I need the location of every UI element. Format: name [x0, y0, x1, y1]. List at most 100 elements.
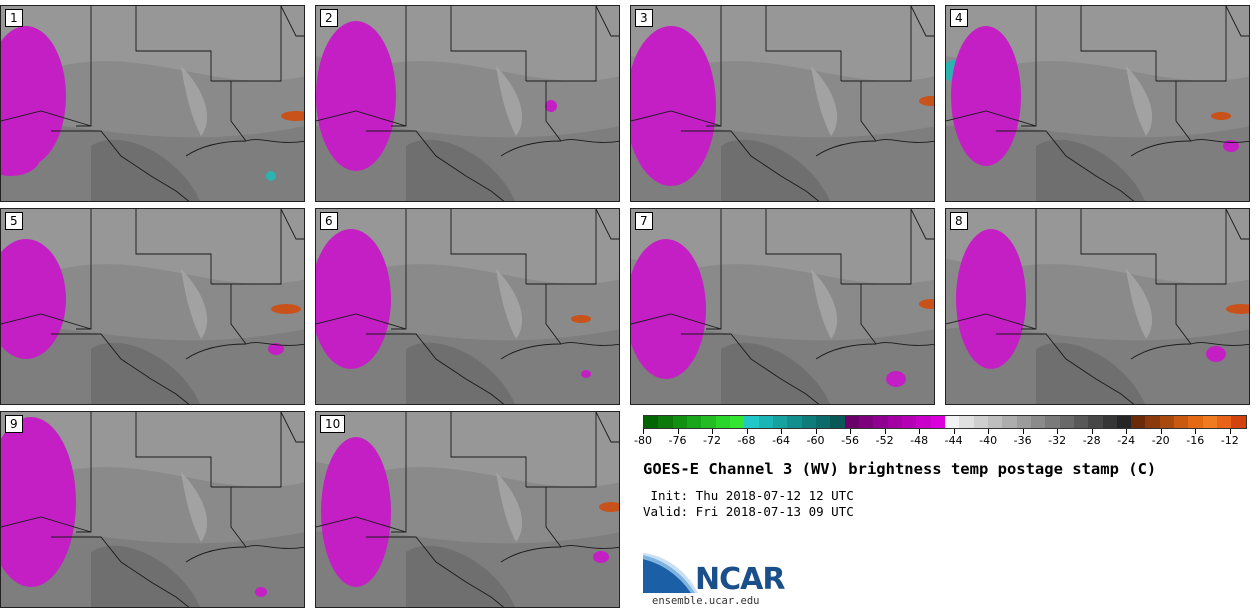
- colorbar-segment: [801, 416, 816, 428]
- water-vapor-map: [316, 412, 619, 607]
- moist-region: [316, 21, 396, 171]
- moist-region: [1206, 346, 1226, 362]
- border-line: [996, 333, 1135, 404]
- panel-number: 1: [5, 9, 23, 27]
- cloud-band: [1, 209, 304, 284]
- colorbar-tick: [643, 429, 644, 434]
- moist-region: [631, 239, 706, 379]
- warm-dry-region: [919, 299, 934, 309]
- colorbar-segment: [844, 416, 859, 428]
- colorbar-segment: [1059, 416, 1074, 428]
- colorbar-tick: [746, 429, 748, 434]
- cloud-band: [91, 342, 201, 404]
- colorbar-tick-label: -16: [1186, 434, 1205, 447]
- border-line: [51, 130, 190, 201]
- colorbar-segment: [1217, 416, 1232, 428]
- border-line: [500, 343, 562, 360]
- colorbar-tick-label: -56: [841, 434, 860, 447]
- moist-region: [593, 551, 609, 563]
- border-line: [526, 283, 619, 346]
- colorbar-segment: [1116, 416, 1132, 428]
- colorbar-tick: [1022, 429, 1024, 434]
- colorbar-segment: [815, 416, 831, 428]
- moist-region: [956, 229, 1026, 369]
- colorbar-tick-label: -52: [875, 434, 894, 447]
- cloud-band: [1, 412, 304, 487]
- border-line: [765, 6, 842, 81]
- cloud-band: [181, 472, 208, 542]
- panel-number: 5: [5, 212, 23, 230]
- water-vapor-map: [1, 412, 304, 607]
- colorbar-tick-label: -24: [1117, 434, 1136, 447]
- colorbar-segment: [1016, 416, 1031, 428]
- border-line: [1156, 80, 1249, 143]
- temperature-colorbar: [643, 415, 1247, 429]
- warm-dry-region: [1211, 112, 1231, 120]
- colorbar-segment: [772, 416, 788, 428]
- colorbar-tick: [815, 429, 817, 434]
- cloud-band: [1126, 269, 1153, 339]
- map-panel-5: 5: [0, 208, 305, 405]
- border-line: [366, 536, 505, 607]
- border-line: [51, 536, 190, 607]
- colorbar-segment: [672, 416, 687, 428]
- figure-title: GOES-E Channel 3 (WV) brightness temp po…: [643, 460, 1157, 478]
- border-line: [526, 486, 619, 549]
- colorbar-tick-label: -60: [806, 434, 825, 447]
- moist-region: [321, 437, 391, 587]
- colorbar-tick: [1160, 429, 1162, 434]
- border-line: [366, 130, 505, 201]
- moist-region: [631, 26, 716, 186]
- border-line: [1225, 209, 1249, 240]
- border-line: [185, 140, 247, 157]
- border-line: [500, 546, 562, 563]
- panel-number: 10: [320, 415, 346, 433]
- border-line: [135, 412, 212, 487]
- map-panel-1: 1: [0, 5, 305, 202]
- colorbar-ticks: -80 -76 -72 -68 -64 -60 -56 -52 -48 -44 -40 -36 -32 -…: [634, 429, 1247, 449]
- colorbar-tick: [919, 429, 921, 434]
- moist-region: [255, 587, 267, 597]
- panel-number: 3: [635, 9, 653, 27]
- colorbar-segment: [644, 416, 659, 428]
- cloud-band: [181, 269, 208, 339]
- border-line: [1, 516, 92, 533]
- colorbar-tick: [1091, 429, 1093, 434]
- border-line: [1130, 140, 1192, 157]
- cloud-band: [316, 209, 619, 284]
- map-panel-3: 3: [630, 5, 935, 202]
- cloud-band: [496, 269, 523, 339]
- colorbar-segment: [1159, 416, 1175, 428]
- colorbar-segment: [916, 416, 931, 428]
- colorbar-tick-label: -68: [737, 434, 756, 447]
- colorbar-segment: [658, 416, 673, 428]
- border-line: [1080, 6, 1157, 81]
- border-line: [185, 546, 247, 563]
- border-line: [541, 412, 597, 488]
- colorbar-tick: [677, 429, 679, 434]
- colorbar-segment: [1088, 416, 1103, 428]
- border-line: [316, 110, 407, 127]
- colorbar-segment: [1145, 416, 1160, 428]
- moist-region: [545, 100, 557, 112]
- warm-dry-region: [919, 96, 934, 106]
- colorbar-tick: [1229, 429, 1231, 434]
- border-line: [1, 110, 92, 127]
- cloud-band: [91, 139, 201, 201]
- colorbar-segment: [858, 416, 874, 428]
- border-line: [1171, 209, 1227, 285]
- cloud-band: [811, 66, 838, 136]
- cloud-band: [496, 472, 523, 542]
- panel-number: 6: [320, 212, 338, 230]
- colorbar-segment: [873, 416, 888, 428]
- colorbar-segment: [1174, 416, 1189, 428]
- colorbar-segment: [987, 416, 1003, 428]
- border-line: [1080, 209, 1157, 284]
- cloud-band: [1036, 139, 1146, 201]
- border-line: [450, 209, 527, 284]
- moist-region: [1, 136, 41, 176]
- cloud-band: [1126, 66, 1153, 136]
- warm-dry-region: [281, 111, 304, 121]
- border-line: [226, 412, 282, 488]
- water-vapor-map: [1, 209, 304, 404]
